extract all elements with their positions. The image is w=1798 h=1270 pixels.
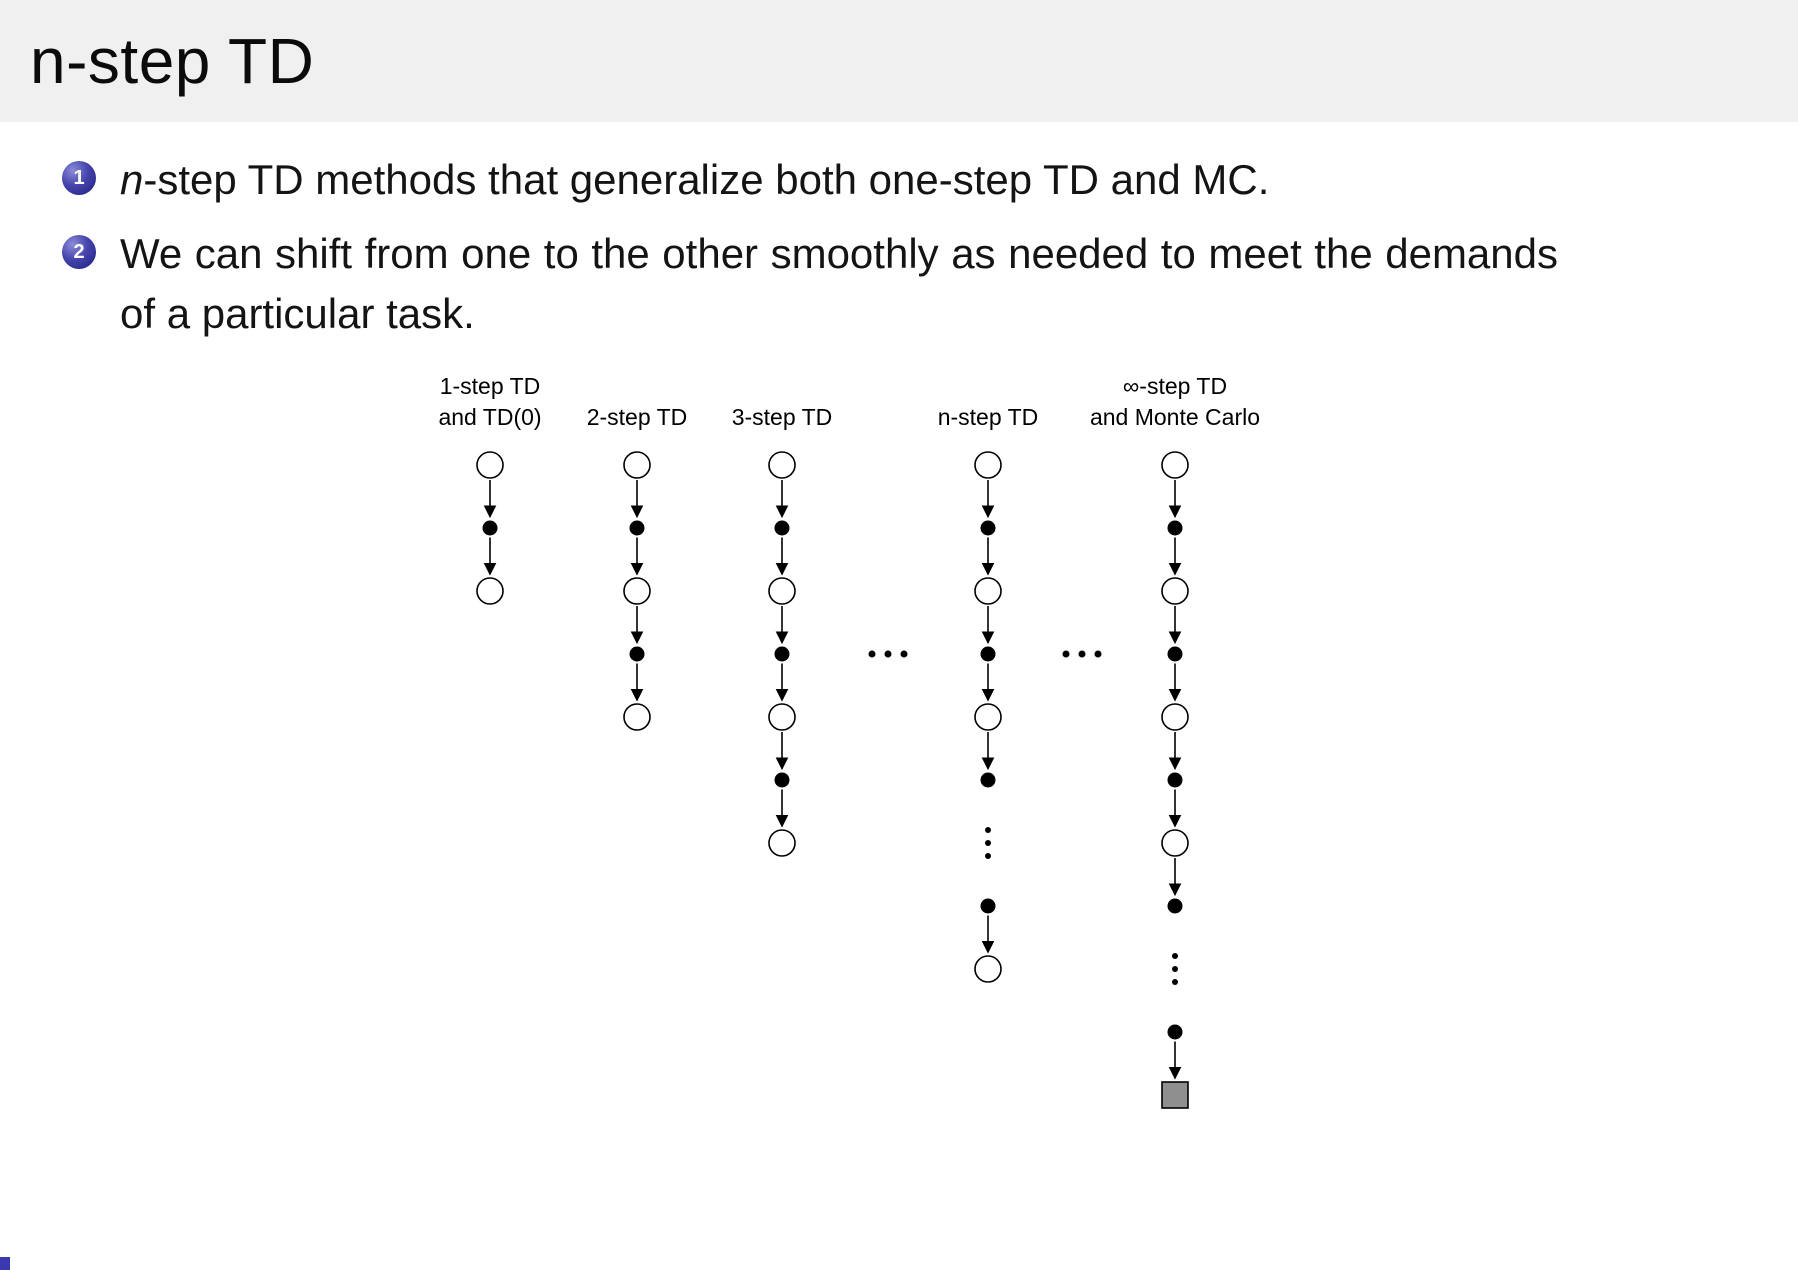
action-node: [774, 772, 790, 788]
state-node: [974, 577, 1002, 605]
state-node: [768, 703, 796, 731]
state-node: [768, 829, 796, 857]
column-label-2step: 2-step TD: [477, 366, 797, 432]
horizontal-ellipsis-dot: [900, 650, 908, 658]
vertical-ellipsis-dot: [985, 853, 991, 859]
footline-fragment: [0, 1257, 10, 1270]
column-label-line: 1-step TD: [439, 373, 541, 400]
action-node: [629, 646, 645, 662]
column-label-line: and TD(0): [438, 403, 542, 430]
horizontal-ellipsis-dot: [868, 650, 876, 658]
action-node: [482, 520, 498, 536]
column-label-1step: 1-step TD and TD(0): [330, 366, 650, 432]
state-node: [974, 955, 1002, 983]
action-node: [774, 646, 790, 662]
bullet-text: We can shift from one to the other smoot…: [120, 224, 1558, 344]
action-node: [1167, 1024, 1183, 1040]
state-node: [1161, 577, 1189, 605]
state-node: [768, 451, 796, 479]
bullet-number-badge: 2: [62, 235, 96, 270]
column-label-line: and Monte Carlo: [1089, 403, 1261, 430]
horizontal-ellipsis-dot: [1078, 650, 1086, 658]
column-label-infstep: ∞-step TD and Monte Carlo: [1015, 366, 1335, 432]
state-node: [974, 451, 1002, 479]
action-node: [1167, 898, 1183, 914]
state-node: [623, 577, 651, 605]
vertical-ellipsis-dot: [1172, 966, 1178, 972]
bullet-text-body: We can shift from one to the other smoot…: [120, 230, 1558, 338]
terminal-state-node: [1161, 1081, 1189, 1109]
vertical-ellipsis-dot: [1172, 979, 1178, 985]
bullet-list: 1 n-step TD methods that generalize both…: [62, 150, 1558, 358]
bullet-text: n-step TD methods that generalize both o…: [120, 150, 1269, 210]
state-node: [1161, 451, 1189, 479]
horizontal-ellipsis-dot: [884, 650, 892, 658]
action-node: [980, 646, 996, 662]
column-label-line: 3-step TD: [731, 403, 833, 430]
diagram-layer: [476, 451, 1189, 1109]
bullet-italic-lead: n: [120, 156, 144, 203]
state-node: [1161, 829, 1189, 857]
vertical-ellipsis-dot: [1172, 953, 1178, 959]
horizontal-ellipsis-dot: [1062, 650, 1070, 658]
slide-title: n-step TD: [30, 25, 315, 97]
action-node: [774, 520, 790, 536]
bullet-item-2: 2 We can shift from one to the other smo…: [62, 224, 1558, 344]
column-label-line: ∞-step TD: [1122, 373, 1228, 400]
column-label-nstep: n-step TD: [828, 366, 1148, 432]
state-node: [974, 703, 1002, 731]
column-label-line: n-step TD: [937, 403, 1039, 430]
state-node: [623, 703, 651, 731]
state-node: [476, 451, 504, 479]
bullet-number-badge: 1: [62, 161, 96, 195]
action-node: [980, 520, 996, 536]
column-label-line: 2-step TD: [586, 403, 688, 430]
action-node: [980, 898, 996, 914]
state-node: [623, 451, 651, 479]
vertical-ellipsis-dot: [985, 840, 991, 846]
action-node: [980, 772, 996, 788]
action-node: [1167, 520, 1183, 536]
horizontal-ellipsis-dot: [1094, 650, 1102, 658]
title-bar: n-step TD: [0, 0, 1798, 122]
action-node: [629, 520, 645, 536]
state-node: [768, 577, 796, 605]
action-node: [1167, 772, 1183, 788]
action-node: [1167, 646, 1183, 662]
state-node: [1161, 703, 1189, 731]
bullet-text-body: -step TD methods that generalize both on…: [143, 156, 1270, 203]
column-label-3step: 3-step TD: [622, 366, 942, 432]
bullet-item-1: 1 n-step TD methods that generalize both…: [62, 150, 1558, 210]
state-node: [476, 577, 504, 605]
vertical-ellipsis-dot: [985, 827, 991, 833]
